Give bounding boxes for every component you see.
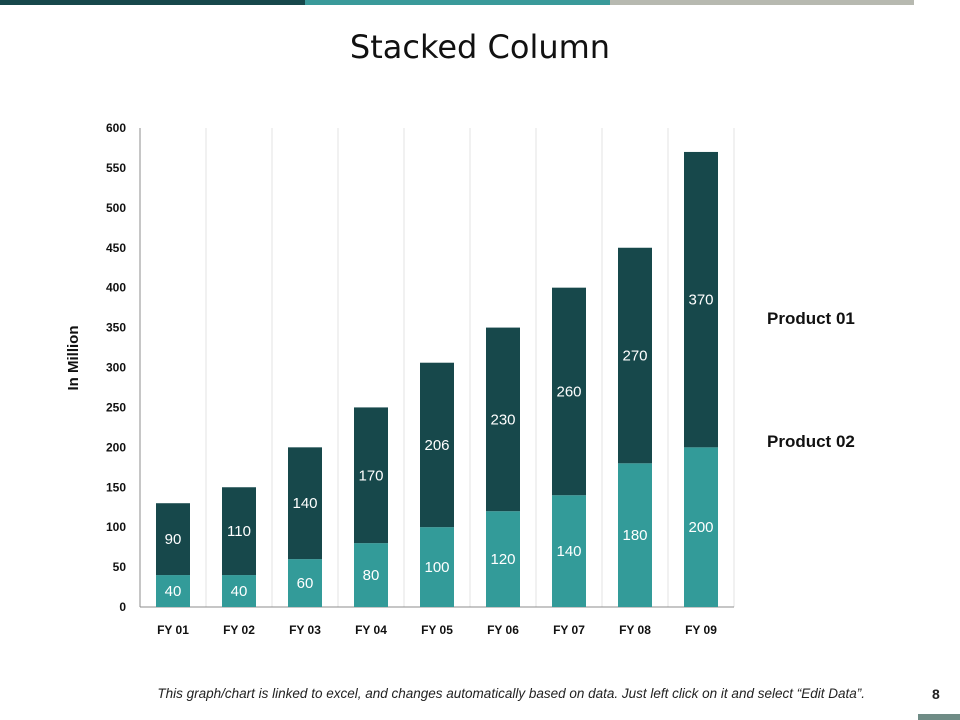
- y-tick-label: 550: [106, 161, 126, 175]
- data-label: 40: [165, 583, 182, 600]
- page-number: 8: [932, 686, 940, 702]
- top-accent-bar-2: [305, 0, 610, 5]
- data-label: 260: [556, 383, 581, 400]
- data-label: 170: [358, 467, 383, 484]
- data-label: 40: [231, 583, 248, 600]
- bar-product-02: [618, 463, 652, 607]
- bar-product-01: [420, 362, 454, 528]
- data-label: 206: [424, 437, 449, 454]
- y-tick-label: 200: [106, 440, 126, 454]
- corner-accent-bar: [918, 714, 960, 720]
- data-label: 80: [363, 567, 380, 584]
- bar-product-02: [156, 575, 190, 607]
- x-tick-label: FY 04: [355, 623, 387, 637]
- y-tick-label: 350: [106, 321, 126, 335]
- x-tick-label: FY 02: [223, 623, 255, 637]
- y-tick-label: 100: [106, 520, 126, 534]
- data-label: 180: [622, 527, 647, 544]
- x-tick-label: FY 06: [487, 623, 519, 637]
- y-tick-label: 50: [113, 560, 127, 574]
- x-tick-label: FY 07: [553, 623, 585, 637]
- bar-product-02: [222, 575, 256, 607]
- bar-product-02: [684, 447, 718, 607]
- data-label: 60: [297, 575, 314, 592]
- bar-product-02: [354, 543, 388, 607]
- data-label: 200: [688, 519, 713, 536]
- footnote: This graph/chart is linked to excel, and…: [157, 686, 865, 701]
- data-label: 120: [490, 551, 515, 568]
- data-label: 370: [688, 292, 713, 309]
- data-label: 140: [292, 495, 317, 512]
- chart-title: Stacked Column: [349, 28, 611, 66]
- y-tick-label: 0: [119, 600, 126, 614]
- bar-product-01: [684, 151, 718, 448]
- x-tick-label: FY 09: [685, 623, 717, 637]
- bar-product-02: [486, 511, 520, 607]
- legend-product-01: Product 01: [767, 309, 855, 328]
- y-tick-label: 400: [106, 281, 126, 295]
- data-label: 100: [424, 559, 449, 576]
- bar-product-01: [354, 407, 388, 544]
- bar-product-01: [222, 487, 256, 576]
- data-label: 110: [227, 523, 251, 540]
- y-tick-label: 300: [106, 361, 126, 375]
- bar-product-01: [486, 327, 520, 512]
- bar-product-01: [552, 287, 586, 496]
- data-label: 90: [165, 531, 182, 548]
- top-accent-bar-3: [610, 0, 914, 5]
- bar-product-01: [288, 447, 322, 560]
- bar-product-01: [618, 247, 652, 464]
- bar-product-02: [288, 559, 322, 607]
- y-tick-label: 450: [106, 241, 126, 255]
- y-tick-label: 250: [106, 400, 126, 414]
- x-tick-label: FY 05: [421, 623, 453, 637]
- x-tick-label: FY 08: [619, 623, 651, 637]
- bar-product-02: [420, 527, 454, 607]
- data-label: 270: [622, 348, 647, 365]
- y-tick-label: 150: [106, 480, 126, 494]
- data-label: 140: [556, 543, 581, 560]
- x-tick-label: FY 03: [289, 623, 321, 637]
- y-tick-label: 600: [106, 121, 126, 135]
- y-axis-title: In Million: [65, 326, 82, 391]
- legend-product-02: Product 02: [767, 432, 855, 451]
- x-tick-label: FY 01: [157, 623, 189, 637]
- y-tick-label: 500: [106, 201, 126, 215]
- bar-product-01: [156, 503, 190, 576]
- bar-product-02: [552, 495, 586, 607]
- data-label: 230: [490, 411, 515, 428]
- top-accent-bar-1: [0, 0, 305, 5]
